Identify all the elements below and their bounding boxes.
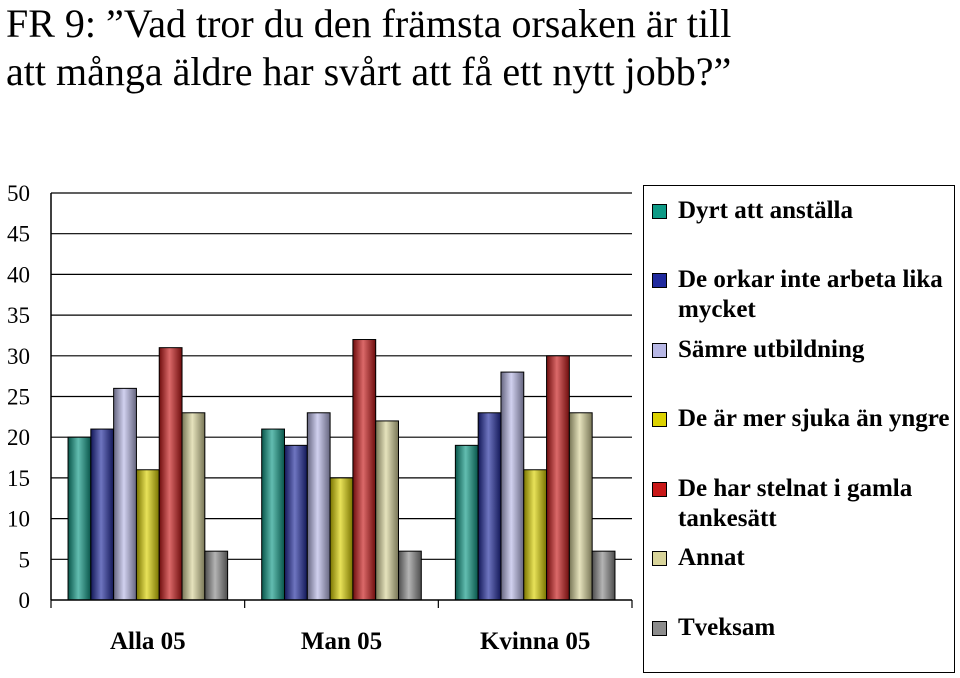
legend-label: Dyrt att anställa xyxy=(678,197,853,224)
y-tick-label: 35 xyxy=(7,303,30,328)
legend-swatch xyxy=(652,412,667,427)
y-tick-label: 50 xyxy=(7,181,30,206)
title-line-1: FR 9: ”Vad tror du den främsta orsaken ä… xyxy=(6,1,732,46)
y-tick-label: 15 xyxy=(7,466,30,491)
legend-swatch xyxy=(652,482,667,497)
legend-label: Tveksam xyxy=(678,614,776,641)
bar xyxy=(454,444,479,601)
bar xyxy=(306,412,331,601)
legend-item-tveksam: Tveksam xyxy=(652,613,953,643)
bar xyxy=(352,339,377,601)
bar xyxy=(113,387,137,601)
bar-chart: 0 5 10 15 20 25 30 35 40 45 50 Alla 05 Man 05 Kvinna … xyxy=(7,181,633,655)
legend: Dyrt att anställa De orkar inte arbeta l… xyxy=(643,185,955,673)
bar xyxy=(158,347,183,601)
y-tick-label: 10 xyxy=(7,507,30,532)
bar xyxy=(181,412,206,601)
x-category-label: Kvinna 05 xyxy=(480,628,590,655)
bar xyxy=(67,436,92,601)
bar xyxy=(204,550,229,601)
bar xyxy=(398,550,422,601)
y-tick-label: 25 xyxy=(7,385,30,410)
legend-label: De orkar inte arbeta lika mycket xyxy=(678,266,943,323)
y-tick-label: 5 xyxy=(19,547,31,572)
bar xyxy=(261,428,286,601)
legend-item-annat: Annat xyxy=(652,543,953,573)
legend-swatch xyxy=(652,204,667,219)
legend-swatch xyxy=(652,273,667,288)
legend-item-orkar: De orkar inte arbeta lika mycket xyxy=(652,265,953,325)
bar xyxy=(477,412,502,601)
x-category-label: Alla 05 xyxy=(110,628,186,655)
bar xyxy=(546,355,570,601)
legend-label: De är mer sjuka än yngre xyxy=(678,405,950,432)
bar xyxy=(284,444,308,601)
legend-swatch xyxy=(652,621,667,636)
legend-label: De har stelnat i gamla tankesätt xyxy=(678,475,913,532)
x-category-label: Man 05 xyxy=(301,628,382,655)
bar xyxy=(591,550,616,601)
legend-swatch xyxy=(652,551,667,566)
y-tick-label: 30 xyxy=(7,344,30,369)
bar xyxy=(329,477,354,601)
legend-item-sjuka: De är mer sjuka än yngre xyxy=(652,404,953,434)
bar xyxy=(523,469,548,601)
title-line-2: att många äldre har svårt att få ett nyt… xyxy=(6,49,732,94)
y-tick-label: 20 xyxy=(7,425,30,450)
bar xyxy=(500,371,525,601)
chart-title: FR 9: ”Vad tror du den främsta orsaken ä… xyxy=(6,0,956,96)
bar xyxy=(90,428,115,601)
legend-item-stelnat: De har stelnat i gamla tankesätt xyxy=(652,474,953,534)
y-tick-label: 40 xyxy=(7,262,30,287)
legend-item-utbildning: Sämre utbildning xyxy=(652,335,953,365)
y-tick-label: 0 xyxy=(19,588,31,613)
legend-swatch xyxy=(652,343,667,358)
legend-item-dyrt: Dyrt att anställa xyxy=(652,196,953,226)
bar xyxy=(135,469,160,601)
legend-label: Annat xyxy=(678,544,745,571)
bar xyxy=(375,420,400,601)
y-tick-label: 45 xyxy=(7,222,30,247)
bar xyxy=(568,412,593,601)
legend-label: Sämre utbildning xyxy=(678,336,865,363)
